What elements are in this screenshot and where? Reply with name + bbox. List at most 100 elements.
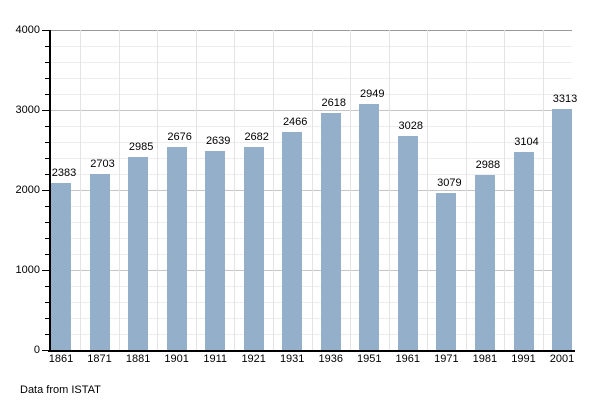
y-axis-line <box>49 30 51 351</box>
y-minor-tick <box>45 286 50 287</box>
bar <box>128 157 149 350</box>
gridline-minor <box>50 318 572 319</box>
bar-value-label: 2618 <box>321 97 347 110</box>
gridline-minor <box>50 46 572 47</box>
y-minor-tick <box>45 302 50 303</box>
y-minor-tick <box>45 62 50 63</box>
y-minor-tick <box>45 334 50 335</box>
gridline-major <box>50 270 572 271</box>
x-tick-label: 1871 <box>87 353 112 365</box>
x-tick-label: 1911 <box>203 353 228 365</box>
gridline-vertical <box>273 30 274 350</box>
y-minor-tick <box>45 158 50 159</box>
bar-value-label: 3079 <box>437 177 462 190</box>
gridline-minor <box>50 94 572 95</box>
y-major-tick <box>42 110 50 111</box>
y-minor-tick <box>45 174 50 175</box>
bar-value-label: 3313 <box>552 93 578 106</box>
gridline-vertical <box>234 30 236 350</box>
gridline-minor <box>50 222 572 223</box>
gridline-major <box>50 190 572 191</box>
gridline-vertical <box>350 30 351 350</box>
gridline-minor <box>50 126 572 127</box>
x-tick-label: 1961 <box>395 353 421 365</box>
x-tick-label: 2001 <box>549 353 575 365</box>
y-minor-tick <box>45 78 50 79</box>
y-minor-tick <box>45 318 50 319</box>
gridline-vertical <box>118 30 120 350</box>
bar <box>552 109 572 350</box>
gridline-minor <box>50 286 572 287</box>
y-major-tick <box>42 350 50 351</box>
y-tick-label: 3000 <box>15 104 40 116</box>
x-tick-label: 1981 <box>472 353 498 365</box>
bar <box>89 174 110 350</box>
bar-value-label: 2682 <box>244 130 269 143</box>
y-minor-tick <box>45 142 50 143</box>
y-tick-label: 4000 <box>15 24 40 36</box>
gridline-vertical <box>80 30 82 350</box>
bar <box>51 182 71 350</box>
bar <box>359 104 380 350</box>
bar-value-label: 2639 <box>205 134 231 147</box>
y-minor-tick <box>45 222 50 223</box>
y-major-tick <box>42 270 50 271</box>
y-minor-tick <box>45 206 50 207</box>
gridline-top <box>50 30 572 31</box>
bar <box>436 193 457 350</box>
bar-value-label: 2985 <box>128 141 154 154</box>
y-minor-tick <box>45 94 50 95</box>
gridline-minor <box>50 78 572 79</box>
x-tick-label: 1991 <box>511 353 536 365</box>
bar-value-label: 2383 <box>51 166 77 179</box>
gridline-vertical <box>195 30 197 350</box>
gridline-minor <box>50 254 572 255</box>
y-major-tick <box>42 30 50 31</box>
y-major-tick <box>42 190 50 191</box>
gridline-minor <box>50 174 572 175</box>
gridline-minor <box>50 158 572 159</box>
x-tick-label: 1881 <box>125 353 151 365</box>
bar <box>166 146 187 350</box>
gridline-minor <box>50 142 572 143</box>
gridline-vertical <box>465 30 467 350</box>
bar <box>513 151 534 350</box>
y-tick-label: 2000 <box>15 184 40 196</box>
gridline-vertical <box>311 30 313 350</box>
gridline-minor <box>50 238 572 239</box>
source-note: Data from ISTAT <box>20 384 101 396</box>
bar-value-label: 2988 <box>475 158 501 171</box>
gridline-minor <box>50 302 572 303</box>
bar-value-label: 2949 <box>360 88 385 100</box>
x-tick-label: 1861 <box>48 353 74 365</box>
gridline-minor <box>50 62 572 63</box>
bar <box>282 131 303 350</box>
x-tick-label: 1971 <box>434 353 459 365</box>
gridline-minor <box>50 334 572 335</box>
x-tick-label: 1921 <box>241 353 266 365</box>
bar <box>320 113 341 350</box>
bar-value-label: 3104 <box>514 135 539 148</box>
bar <box>205 150 226 350</box>
y-tick-label: 0 <box>33 344 40 356</box>
gridline-minor <box>50 206 572 207</box>
x-tick-label: 1936 <box>318 353 344 365</box>
gridline-vertical <box>504 30 506 350</box>
bar-value-label: 2676 <box>167 130 192 143</box>
gridline-major <box>50 110 572 111</box>
gridline-vertical <box>157 30 159 350</box>
gridline-vertical <box>542 30 544 350</box>
gridline-vertical <box>427 30 429 350</box>
bar <box>397 135 418 350</box>
bar-value-label: 2466 <box>282 115 308 128</box>
y-minor-tick <box>45 254 50 255</box>
bar-value-label: 3028 <box>398 119 424 132</box>
bar-value-label: 2703 <box>90 158 115 170</box>
y-minor-tick <box>45 126 50 127</box>
x-tick-label: 1931 <box>279 353 305 365</box>
x-axis-line <box>48 349 575 352</box>
gridline-vertical <box>388 30 390 350</box>
y-minor-tick <box>45 238 50 239</box>
y-minor-tick <box>45 46 50 47</box>
